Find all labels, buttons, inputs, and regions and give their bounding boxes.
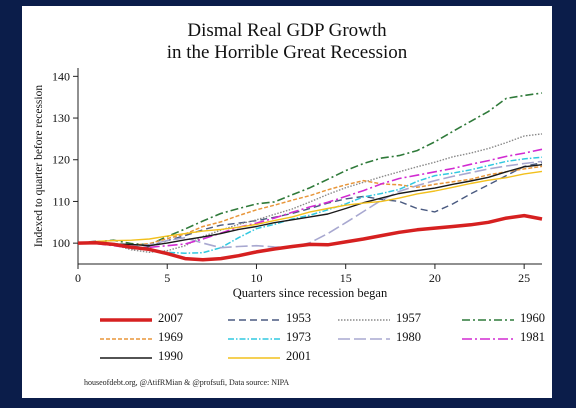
legend-label: 1953 (286, 311, 311, 325)
x-tick-label: 20 (429, 271, 441, 285)
x-tick-label: 0 (75, 271, 81, 285)
legend-item-1981: 1981 (462, 330, 572, 348)
series-line-1981 (77, 148, 543, 249)
legend-label: 1981 (520, 330, 545, 344)
y-tick-label: 110 (52, 194, 70, 208)
legend-item-1960: 1960 (462, 311, 572, 329)
legend-item-1980: 1980 (338, 330, 448, 348)
legend-swatch (100, 338, 152, 340)
legend-item-1953: 1953 (228, 311, 338, 329)
legend-swatch (462, 338, 514, 340)
legend-item-1969: 1969 (100, 330, 210, 348)
legend-label: 1973 (286, 330, 311, 344)
x-axis-label: Quarters since recession began (233, 286, 388, 300)
y-tick-label: 130 (52, 111, 70, 125)
x-tick-label: 15 (340, 271, 352, 285)
x-tick-label: 25 (518, 271, 530, 285)
series-line-1980 (77, 160, 543, 249)
legend-item-1990: 1990 (100, 349, 210, 367)
legend-label: 1990 (158, 349, 183, 363)
legend-label: 1960 (520, 311, 545, 325)
legend-label: 1980 (396, 330, 421, 344)
legend-label: 2001 (286, 349, 311, 363)
chart-title: Dismal Real GDP Growth (187, 20, 387, 41)
legend-label: 2007 (158, 311, 183, 325)
legend-label: 1969 (158, 330, 183, 344)
x-tick-label: 10 (250, 271, 262, 285)
source-note: houseofdebt.org, @AtifRMian & @profsufi,… (84, 378, 290, 387)
y-tick-label: 100 (52, 236, 70, 250)
legend-label: 1957 (396, 311, 421, 325)
legend-item-1973: 1973 (228, 330, 338, 348)
y-axis-label: Indexed to quarter before recession (33, 85, 45, 247)
legend-item-2001: 2001 (228, 349, 338, 367)
x-tick-label: 5 (164, 271, 170, 285)
legend-swatch (228, 338, 280, 340)
legend-item-1957: 1957 (338, 311, 448, 329)
y-tick-label: 120 (52, 153, 70, 167)
series-line-2001 (77, 170, 543, 244)
y-tick-label: 140 (52, 69, 70, 83)
line-chart: 100 110 120 130 140 0 5 10 15 20 25 Quarters since … (33, 68, 543, 300)
legend-swatch (228, 357, 280, 359)
chart-slide: Dismal Real GDP Growth in the Horrible G… (22, 6, 552, 398)
legend-swatch (100, 357, 152, 359)
legend-swatch (338, 319, 390, 321)
series-line-2007 (77, 213, 543, 262)
legend-swatch (338, 338, 390, 340)
series-line-1960 (77, 92, 543, 246)
series-line-1953 (77, 162, 543, 250)
legend-swatch (462, 319, 514, 321)
legend-swatch (100, 318, 152, 322)
series-line-1990 (77, 164, 543, 247)
legend-item-2007: 2007 (100, 311, 210, 329)
legend-swatch (228, 319, 280, 321)
chart-subtitle: in the Horrible Great Recession (166, 42, 408, 63)
series-line-1969 (77, 165, 543, 246)
